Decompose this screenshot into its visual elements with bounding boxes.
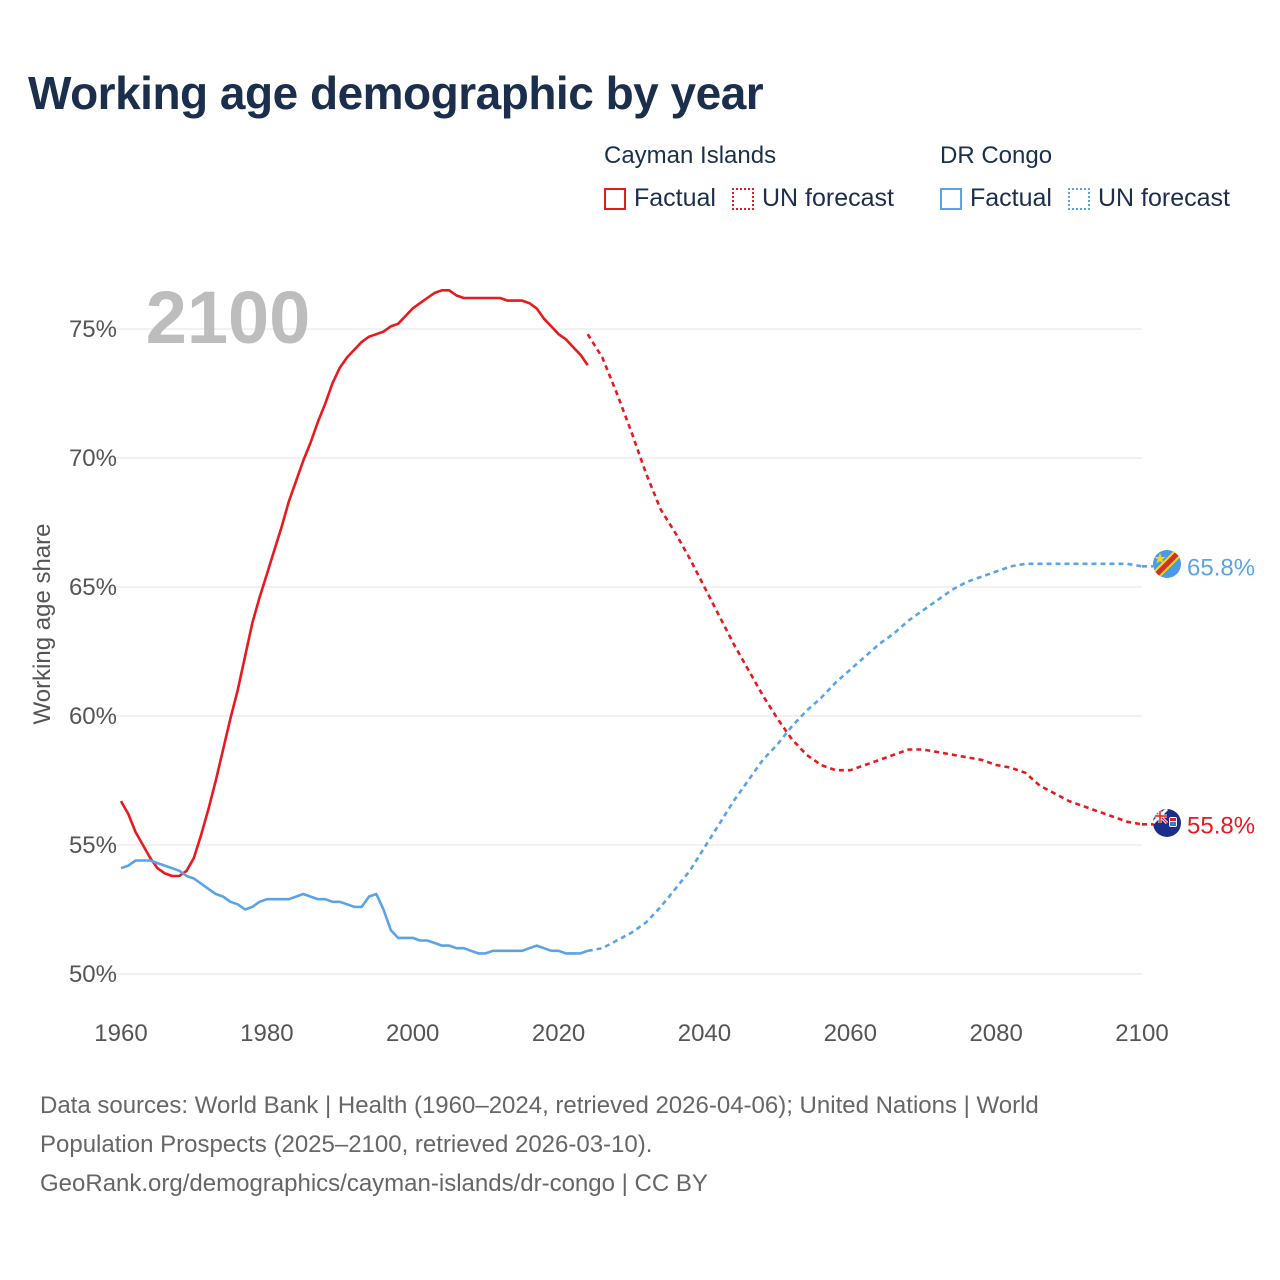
legend-item-drcongo-forecast[interactable]: UN forecast [1067,184,1230,213]
legend-label: UN forecast [1097,184,1230,212]
legend-label: Factual [634,184,716,212]
dr-congo-end-value-label: 65.8% [1187,554,1255,581]
chart-title: Working age demographic by year [28,67,764,119]
y-tick-label: 50% [69,961,117,988]
cayman-islands-end-value-label: 55.8% [1187,812,1255,839]
x-tick-label: 2100 [1115,1020,1168,1047]
x-tick-label: 2060 [824,1020,877,1047]
x-tick-label: 2080 [969,1020,1022,1047]
y-tick-label: 75% [69,316,117,343]
legend-label: UN forecast [761,184,894,212]
legend-group-drcongo: DR Congo Factual UN forecast [940,142,1246,213]
legend-country-drcongo: DR Congo [940,142,1053,169]
legend-item-cayman-factual[interactable]: Factual [604,184,716,213]
y-tick-label: 70% [69,445,117,472]
x-tick-label: 2000 [386,1020,439,1047]
legend-swatch-dotted [731,187,754,210]
legend-swatch-solid [604,187,626,210]
legend-country-cayman: Cayman Islands [604,142,777,169]
y-tick-label: 55% [69,832,117,859]
legend-swatch-solid [940,187,962,210]
cayman-islands-flag-icon [1153,809,1181,837]
y-axis-title: Working age share [29,524,56,725]
x-tick-label: 2040 [678,1020,731,1047]
legend-item-cayman-forecast[interactable]: UN forecast [731,184,894,213]
legend-group-cayman: Cayman Islands Factual UN forecast [604,142,910,213]
y-tick-label: 65% [69,574,117,601]
dr-congo-factual-line[interactable] [120,859,589,955]
line-chart: 50% 55% 60% 65% 70% 75% 1960 1980 2000 2020 2040 20… [29,276,1255,1047]
x-tick-label: 1960 [94,1020,147,1047]
footer-line-1: Data sources: World Bank | Health (1960–… [40,1092,1039,1119]
footer-line-3[interactable]: GeoRank.org/demographics/cayman-islands/… [40,1170,708,1197]
dr-congo-flag-icon [1153,550,1181,578]
year-watermark: 2100 [146,276,311,359]
x-tick-label: 2020 [532,1020,585,1047]
y-tick-label: 60% [69,703,117,730]
footer-sources: Data sources: World Bank | Health (1960–… [40,1086,1220,1203]
legend-label: Factual [970,184,1052,212]
legend-swatch-dotted [1067,187,1090,210]
dr-congo-forecast-line[interactable] [587,562,1143,953]
footer-line-2: Population Prospects (2025–2100, retriev… [40,1131,653,1158]
legend-item-drcongo-factual[interactable]: Factual [940,184,1052,213]
cayman-islands-forecast-line[interactable] [586,333,1143,826]
x-tick-label: 1980 [240,1020,293,1047]
cayman-islands-factual-line[interactable] [119,289,589,878]
